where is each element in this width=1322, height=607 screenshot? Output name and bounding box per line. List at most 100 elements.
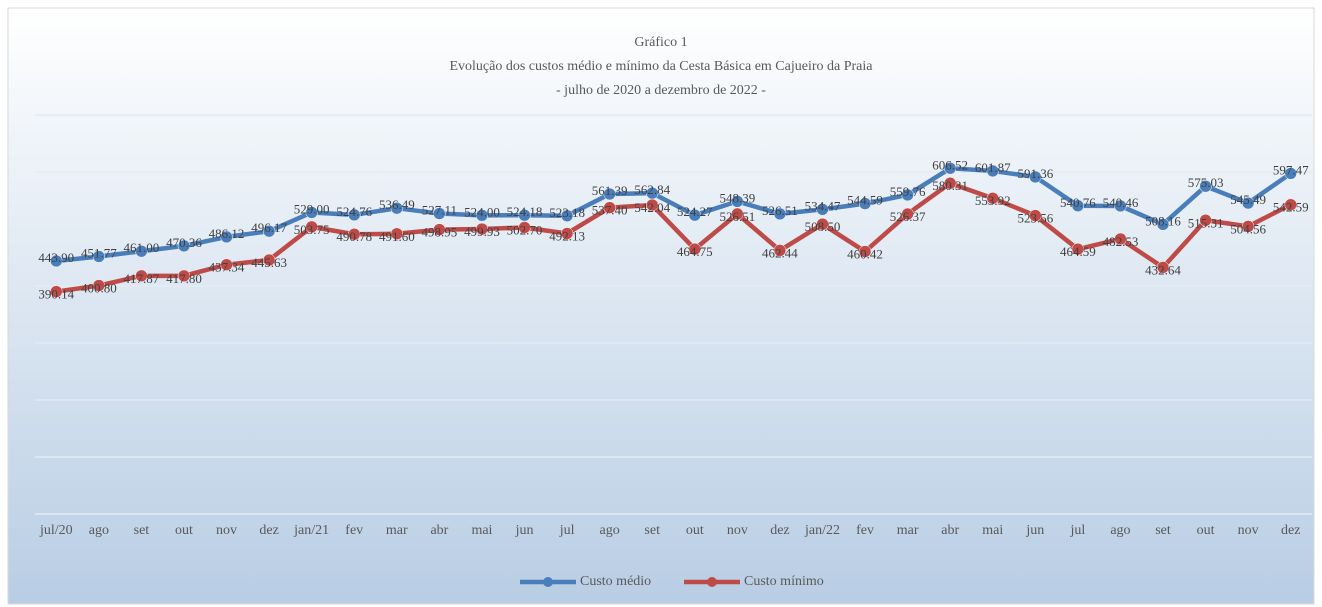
series-line xyxy=(55,180,1292,294)
point xyxy=(560,227,574,240)
data-label: 536.49 xyxy=(379,197,415,212)
data-label: 540.46 xyxy=(1103,195,1139,210)
x-tick-label: out xyxy=(1197,523,1215,538)
point xyxy=(1199,179,1212,193)
data-label: 499.93 xyxy=(464,224,500,239)
x-tick-label: jun xyxy=(1025,523,1044,538)
point xyxy=(177,269,191,283)
x-tick-label: ago xyxy=(1110,523,1130,538)
point xyxy=(135,244,148,258)
data-label: 492.13 xyxy=(549,228,585,243)
point xyxy=(1284,167,1297,180)
x-tick-label: abr xyxy=(941,523,959,538)
point xyxy=(688,242,702,256)
data-label: 526.37 xyxy=(890,209,926,224)
point xyxy=(645,198,659,212)
x-tick-label: mar xyxy=(897,523,919,538)
data-label: 542.59 xyxy=(1273,200,1309,215)
data-label: 529.00 xyxy=(294,201,330,216)
data-label: 400.80 xyxy=(81,281,117,296)
point xyxy=(220,258,233,271)
data-label: 580.31 xyxy=(932,178,968,193)
data-label: 508.16 xyxy=(1145,213,1181,228)
point xyxy=(858,197,872,210)
data-label: 526.51 xyxy=(762,203,798,218)
point xyxy=(92,250,106,263)
data-label: 417.80 xyxy=(166,271,202,286)
data-label: 464.59 xyxy=(1060,244,1096,259)
point xyxy=(816,217,829,231)
chart-background xyxy=(7,7,1315,605)
x-tick-label: dez xyxy=(259,523,278,538)
point xyxy=(177,239,191,253)
data-label: 417.87 xyxy=(124,271,160,286)
point xyxy=(1071,242,1085,256)
x-tick-label: out xyxy=(686,523,704,538)
data-label: 526.51 xyxy=(719,209,755,224)
point xyxy=(943,176,957,190)
data-label: 498.95 xyxy=(422,225,458,240)
point xyxy=(475,222,489,236)
data-label: 490.78 xyxy=(336,229,372,244)
point xyxy=(475,209,489,222)
x-tick-label: dez xyxy=(770,523,789,538)
legend-marker xyxy=(543,577,553,587)
point xyxy=(1029,209,1042,222)
data-label: 601.87 xyxy=(975,160,1011,175)
chart-title: Gráfico 1 xyxy=(634,35,687,50)
point xyxy=(731,195,744,208)
x-tick-label: set xyxy=(1155,523,1171,538)
point xyxy=(986,192,999,205)
point xyxy=(901,188,914,202)
point xyxy=(1071,199,1085,213)
data-label: 544.59 xyxy=(847,193,883,208)
data-label: 553.92 xyxy=(975,193,1011,208)
point xyxy=(603,187,616,201)
data-label: 437.34 xyxy=(209,260,245,275)
data-label: 575.03 xyxy=(1188,175,1224,190)
x-tick-label: mai xyxy=(982,523,1003,538)
chart-subtitle: - julho de 2020 a dezembro de 2022 - xyxy=(556,83,766,98)
point xyxy=(262,224,276,238)
point xyxy=(901,207,914,221)
x-tick-label: ago xyxy=(600,523,620,538)
x-tick-label: jan/21 xyxy=(293,523,329,538)
data-label: 606.52 xyxy=(932,157,968,172)
point xyxy=(50,285,63,298)
data-label: 591.36 xyxy=(1017,166,1053,181)
point xyxy=(560,209,574,223)
point xyxy=(1199,214,1212,227)
x-tick-label: out xyxy=(175,523,193,538)
x-tick-label: jan/22 xyxy=(804,523,840,538)
data-label: 462.44 xyxy=(762,245,798,260)
point xyxy=(1114,232,1127,246)
x-tick-label: set xyxy=(134,523,150,538)
data-label: 464.75 xyxy=(677,244,713,259)
point xyxy=(858,245,872,258)
data-label: 537.40 xyxy=(592,203,628,218)
data-label: 540.76 xyxy=(1060,195,1096,210)
point xyxy=(943,162,957,175)
point xyxy=(1156,218,1170,231)
x-tick-label: jun xyxy=(515,523,534,538)
x-tick-label: dez xyxy=(1281,523,1300,538)
point xyxy=(92,279,106,292)
data-label: 486.12 xyxy=(209,226,245,241)
point xyxy=(135,269,148,283)
x-tick-label: jul/20 xyxy=(39,523,73,538)
point xyxy=(262,253,276,267)
data-label: 508.50 xyxy=(805,219,841,234)
data-label: 548.39 xyxy=(719,190,755,205)
point xyxy=(1156,261,1170,274)
data-label: 504.56 xyxy=(1230,221,1266,236)
point xyxy=(518,221,531,234)
data-label: 491.60 xyxy=(379,229,415,244)
data-label: 503.75 xyxy=(294,222,330,237)
data-label: 542.04 xyxy=(634,200,670,215)
point xyxy=(731,207,744,221)
x-tick-label: fev xyxy=(345,523,363,538)
point xyxy=(390,201,404,215)
data-label: 562.84 xyxy=(634,182,670,197)
x-tick-label: abr xyxy=(430,523,448,538)
